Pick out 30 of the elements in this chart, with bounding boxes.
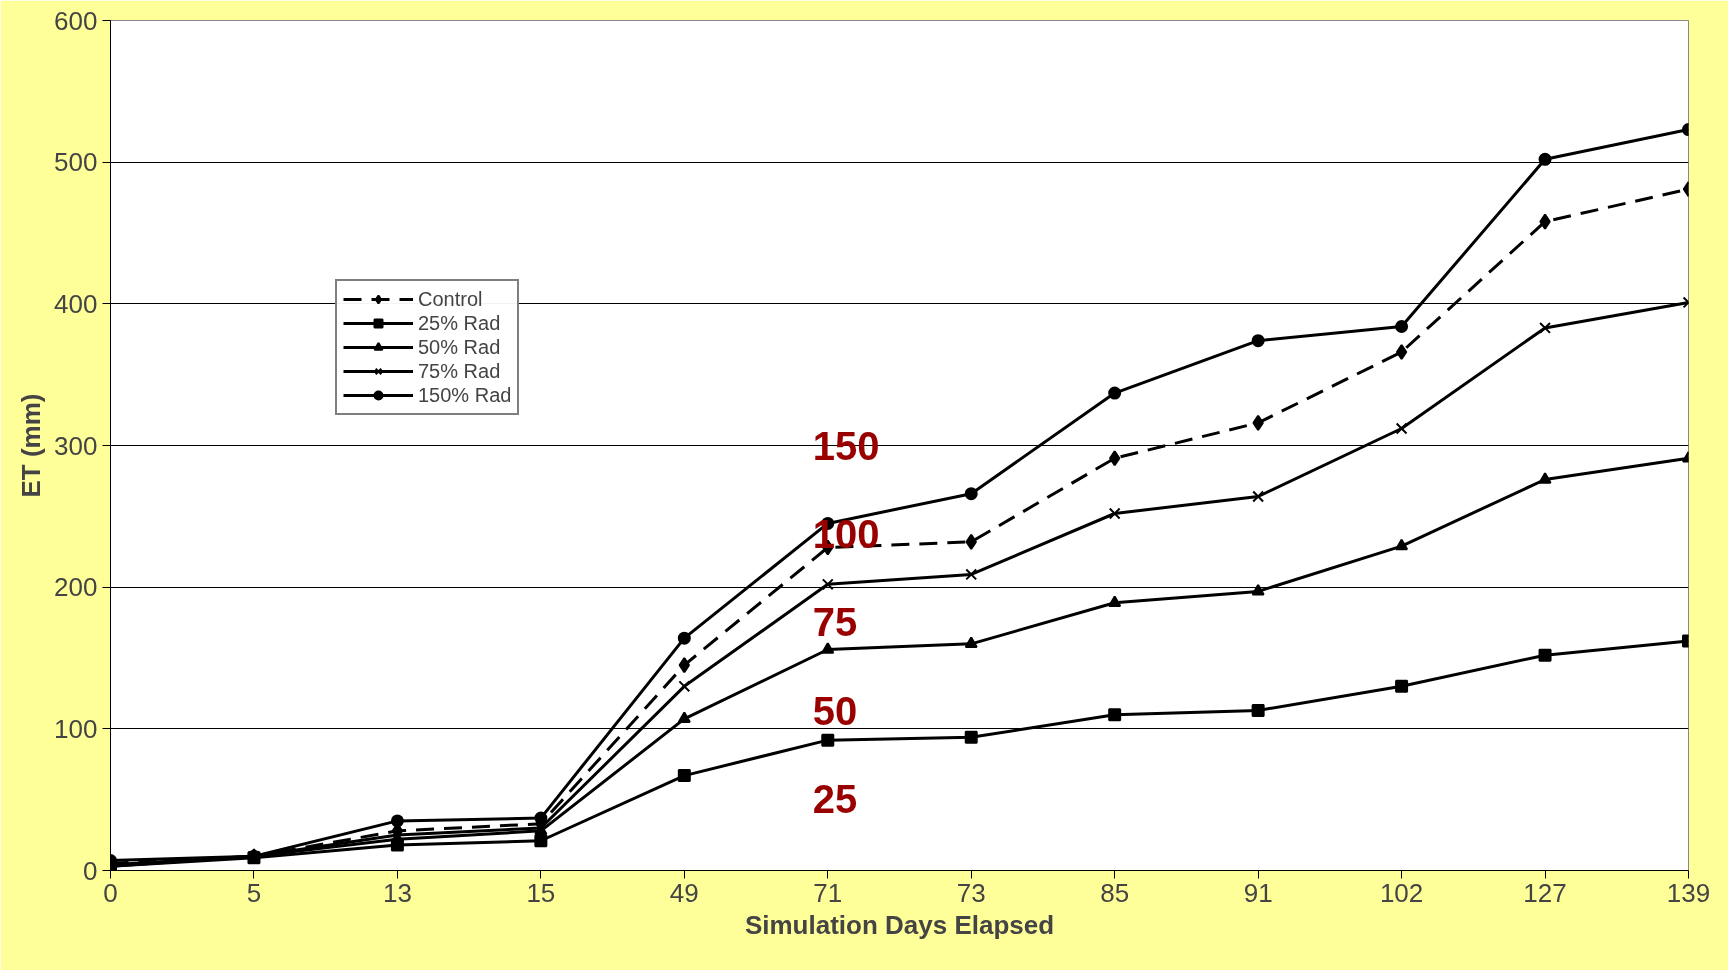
y-tick-label: 200	[54, 572, 98, 603]
x-tick-label: 15	[526, 877, 556, 908]
legend-label: 150% Rad	[418, 383, 512, 407]
x-tick-label: 49	[669, 877, 699, 908]
x-tick-label: 85	[1100, 877, 1130, 908]
x-tick-label: 91	[1243, 877, 1273, 908]
x-axis-title: Simulation Days Elapsed	[744, 909, 1055, 940]
x-tick-label: 13	[382, 877, 412, 908]
annotation: 100	[812, 511, 880, 556]
x-tick-label: 5	[246, 877, 262, 908]
legend-label: 25% Rad	[418, 311, 501, 335]
x-tick-label: 73	[956, 877, 986, 908]
x-tick-label: 0	[103, 877, 118, 908]
y-tick-label: 300	[54, 430, 98, 461]
x-tick-label: 102	[1379, 877, 1424, 908]
y-tick-label: 400	[54, 288, 98, 319]
x-tick-label: 127	[1523, 877, 1567, 908]
x-tick-label: 139	[1666, 877, 1711, 908]
legend-label: 75% Rad	[418, 359, 501, 383]
annotation: 75	[812, 600, 858, 645]
y-tick-label: 500	[54, 147, 98, 178]
x-tick-label: 71	[813, 877, 843, 908]
annotation: 50	[812, 688, 858, 733]
annotation: 25	[812, 777, 858, 822]
legend-label: Control	[418, 287, 483, 311]
y-tick-label: 600	[54, 5, 98, 36]
legend-label: 50% Rad	[418, 335, 501, 359]
y-tick-label: 0	[83, 855, 98, 886]
y-axis-title: ET (mm)	[16, 393, 47, 498]
y-tick-label: 100	[54, 713, 98, 744]
